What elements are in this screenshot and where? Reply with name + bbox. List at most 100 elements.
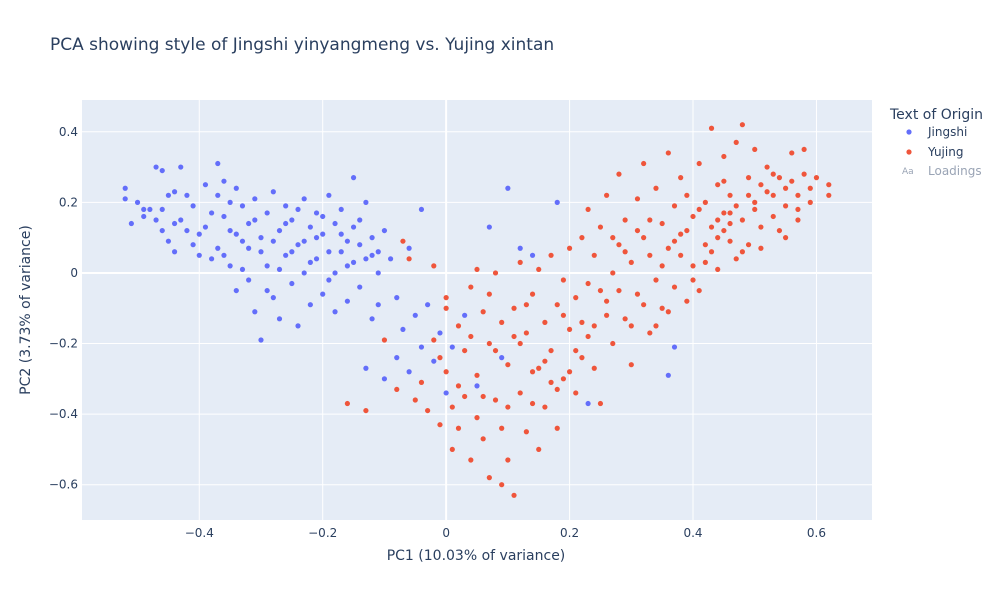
data-point-yujing [499, 425, 505, 431]
data-point-yujing [727, 238, 733, 244]
data-point-jingshi [141, 206, 147, 213]
data-point-yujing [474, 266, 480, 273]
x-axis-title: PC1 (10.03% of variance) [387, 548, 566, 564]
data-point-yujing [474, 415, 480, 421]
data-point-jingshi [178, 217, 184, 223]
series-yujing [344, 122, 832, 498]
data-point-yujing [739, 217, 745, 223]
x-tick-label: 0.2 [560, 526, 579, 540]
data-point-yujing [517, 340, 523, 347]
data-point-yujing [641, 160, 647, 167]
data-point-jingshi [171, 220, 178, 227]
data-point-yujing [443, 369, 449, 375]
data-point-jingshi [289, 280, 295, 287]
data-point-yujing [536, 365, 542, 371]
data-point-jingshi [153, 164, 159, 170]
data-point-yujing [721, 210, 727, 216]
data-point-yujing [505, 457, 511, 463]
data-point-yujing [665, 150, 671, 156]
data-point-jingshi [246, 220, 252, 227]
data-point-jingshi [357, 217, 363, 223]
data-point-jingshi [449, 344, 455, 350]
data-point-jingshi [375, 302, 381, 308]
data-point-jingshi [326, 192, 332, 198]
data-point-yujing [566, 369, 573, 375]
data-point-yujing [715, 235, 721, 241]
data-point-yujing [813, 175, 820, 181]
data-point-jingshi [283, 252, 289, 258]
legend-marker-loadings: Aa [902, 167, 914, 177]
data-point-yujing [789, 178, 795, 184]
data-point-jingshi [270, 295, 276, 301]
data-point-yujing [671, 238, 678, 244]
data-point-jingshi [443, 390, 449, 396]
data-point-jingshi [320, 213, 326, 220]
data-point-jingshi [233, 287, 239, 294]
data-point-yujing [807, 185, 813, 191]
data-point-yujing [721, 178, 727, 184]
data-point-yujing [801, 171, 807, 177]
data-point-jingshi [122, 185, 128, 191]
data-point-jingshi [326, 277, 332, 283]
data-point-yujing [671, 284, 678, 290]
data-point-yujing [486, 291, 492, 297]
data-point-jingshi [209, 256, 215, 262]
data-point-yujing [727, 192, 733, 198]
data-point-yujing [795, 206, 801, 213]
data-point-yujing [684, 192, 690, 198]
data-point-yujing [634, 227, 641, 234]
data-point-jingshi [474, 383, 480, 389]
data-point-yujing [708, 249, 715, 255]
data-point-yujing [449, 446, 455, 453]
data-point-yujing [684, 227, 690, 234]
y-tick-label: −0.2 [49, 337, 78, 351]
data-point-jingshi [233, 185, 239, 191]
data-point-yujing [604, 312, 610, 318]
data-point-yujing [437, 422, 443, 428]
data-point-yujing [455, 425, 462, 431]
data-point-jingshi [190, 203, 196, 209]
legend-marker-jingshi [906, 129, 912, 135]
data-point-yujing [597, 224, 604, 230]
legend-title: Text of Origin [889, 107, 983, 123]
y-tick-labels: 0.4 0.2 0 −0.2 −0.4 −0.6 [49, 125, 78, 492]
data-point-jingshi [307, 302, 313, 308]
data-point-yujing [610, 270, 616, 276]
data-point-jingshi [505, 185, 511, 191]
data-point-jingshi [418, 344, 425, 350]
data-point-yujing [745, 175, 752, 181]
data-point-jingshi [147, 206, 153, 213]
data-point-jingshi [332, 220, 338, 227]
data-point-jingshi [239, 203, 246, 209]
data-point-yujing [511, 492, 517, 498]
legend-item-jingshi[interactable]: Jingshi [906, 125, 967, 139]
data-point-yujing [480, 436, 486, 442]
data-point-yujing [696, 160, 702, 167]
data-point-yujing [653, 277, 659, 283]
data-point-yujing [431, 263, 437, 269]
data-point-jingshi [276, 266, 283, 273]
data-point-jingshi [363, 365, 369, 371]
data-point-yujing [548, 347, 554, 354]
data-point-jingshi [264, 263, 270, 269]
data-point-yujing [739, 122, 745, 128]
data-point-jingshi [258, 337, 264, 343]
data-point-yujing [678, 175, 684, 181]
legend-item-yujing[interactable]: Yujing [906, 145, 963, 159]
data-point-yujing [412, 397, 418, 403]
y-tick-label: 0.4 [59, 125, 78, 139]
data-point-jingshi [381, 376, 388, 382]
data-point-jingshi [165, 192, 172, 198]
data-point-jingshi [363, 256, 369, 262]
data-point-yujing [758, 224, 764, 230]
data-point-yujing [468, 284, 474, 290]
data-point-yujing [733, 203, 739, 209]
legend-item-loadings[interactable]: Aa Loadings [902, 164, 982, 178]
data-point-jingshi [258, 235, 264, 241]
chart-title: PCA showing style of Jingshi yinyangmeng… [50, 35, 554, 55]
data-point-jingshi [258, 249, 264, 255]
data-point-yujing [659, 305, 665, 311]
data-point-jingshi [585, 400, 591, 407]
data-point-yujing [480, 309, 486, 315]
